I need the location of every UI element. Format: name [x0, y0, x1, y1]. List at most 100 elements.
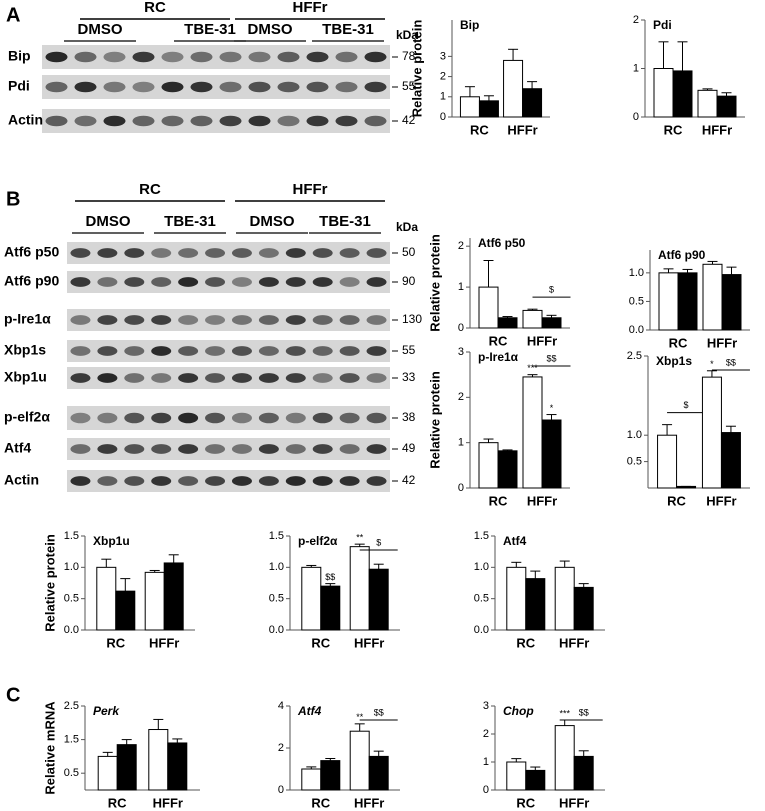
y-axis-label: Relative protein	[409, 20, 424, 118]
blot-band	[366, 277, 387, 287]
blot-band	[178, 476, 199, 486]
blot-band	[97, 412, 118, 424]
blot-band	[205, 248, 226, 258]
chart-title: Xbp1s	[656, 354, 692, 368]
blot-band	[231, 444, 252, 454]
blot-band	[339, 444, 360, 454]
y-tick-label: 2	[458, 240, 464, 252]
bar	[148, 729, 169, 791]
y-tick-label: 1.5	[64, 530, 79, 542]
kda-value: 55	[402, 343, 416, 357]
y-axis-label: Relative mRNA	[42, 701, 57, 795]
blot-band	[205, 277, 226, 287]
y-tick-label: 0	[483, 784, 489, 796]
bracket-label: $$	[374, 707, 384, 717]
blot-band	[335, 51, 358, 63]
blot-band	[124, 476, 145, 486]
row-label: Xbp1u	[4, 369, 47, 385]
x-tick-label: RC	[667, 493, 686, 508]
blot-band	[285, 412, 306, 424]
row-label: Bip	[8, 48, 31, 64]
x-tick-label: HFFr	[354, 635, 384, 650]
x-tick-label: RC	[470, 122, 489, 137]
blot-band	[124, 412, 145, 424]
kda-value: 42	[402, 113, 416, 127]
bar	[368, 568, 389, 631]
x-tick-label: HFFr	[507, 122, 537, 137]
bar	[541, 419, 562, 489]
y-tick-label: 1.5	[269, 530, 284, 542]
blot-band	[335, 115, 358, 127]
chart-title: Pdi	[653, 18, 672, 32]
kda-unit: kDa	[396, 220, 418, 234]
bar	[478, 442, 499, 489]
blot-band	[219, 51, 242, 63]
blot-band	[306, 115, 329, 127]
y-tick-label: 2.5	[64, 700, 79, 712]
bar	[716, 95, 737, 118]
y-tick-label: 1.0	[474, 561, 489, 573]
y-tick-label: 2	[440, 70, 446, 82]
treatment-label: TBE-31	[184, 21, 236, 38]
chart-title: Xbp1u	[93, 534, 130, 548]
chart-title: p-elf2α	[298, 534, 338, 548]
significance-label: *	[550, 403, 554, 413]
treatment-label: DMSO	[248, 21, 293, 38]
bar	[497, 317, 518, 329]
bar	[478, 286, 499, 329]
treatment-label: DMSO	[86, 213, 131, 230]
row-label: p-Ire1α	[4, 311, 51, 327]
y-axis-label: Relative protein	[427, 234, 442, 332]
x-tick-label: RC	[311, 635, 330, 650]
y-tick-label: 0.5	[64, 593, 79, 605]
bar	[320, 585, 341, 631]
blot-strip	[67, 309, 390, 331]
blot-band	[364, 81, 387, 93]
blot-band	[306, 81, 329, 93]
blot-band	[70, 346, 91, 356]
row-label: Atf6 p90	[4, 273, 59, 289]
blot-band	[306, 51, 329, 63]
blot-band	[258, 373, 279, 383]
blot-band	[151, 476, 172, 486]
row-label: p-elf2α	[4, 409, 50, 425]
bar	[144, 571, 165, 631]
kda-unit: kDa	[396, 28, 418, 42]
kda-value: 55	[402, 79, 416, 93]
y-tick-label: 3	[483, 700, 489, 712]
blot-band	[285, 346, 306, 356]
blot-band	[103, 115, 126, 127]
bar	[97, 755, 118, 791]
bar	[573, 755, 594, 791]
blot-band	[151, 248, 172, 258]
blot-band	[97, 248, 118, 258]
blot-band	[312, 346, 333, 356]
x-tick-label: RC	[489, 493, 508, 508]
y-tick-label: 2	[633, 14, 639, 26]
blot-band	[124, 373, 145, 383]
y-tick-label: 4	[278, 700, 284, 712]
bar	[522, 376, 543, 489]
x-tick-label: RC	[516, 795, 535, 810]
blot-band	[151, 412, 172, 424]
x-tick-label: RC	[664, 122, 683, 137]
panel-label: B	[6, 188, 20, 210]
blot-band	[178, 346, 199, 356]
group-label: HFFr	[293, 0, 328, 16]
blot-band	[161, 115, 184, 127]
kda-value: 38	[402, 410, 416, 424]
blot-band	[178, 315, 199, 325]
blot-band	[70, 412, 91, 424]
bracket-label: $$	[726, 357, 736, 367]
blot-band	[70, 373, 91, 383]
y-tick-label: 2	[278, 742, 284, 754]
blot-band	[231, 277, 252, 287]
y-tick-label: 1	[440, 91, 446, 103]
x-tick-label: RC	[516, 635, 535, 650]
y-tick-label: 2.5	[627, 350, 642, 362]
x-tick-label: HFFr	[153, 795, 183, 810]
y-tick-label: 1	[483, 756, 489, 768]
blot-band	[132, 51, 155, 63]
kda-value: 33	[402, 370, 416, 384]
